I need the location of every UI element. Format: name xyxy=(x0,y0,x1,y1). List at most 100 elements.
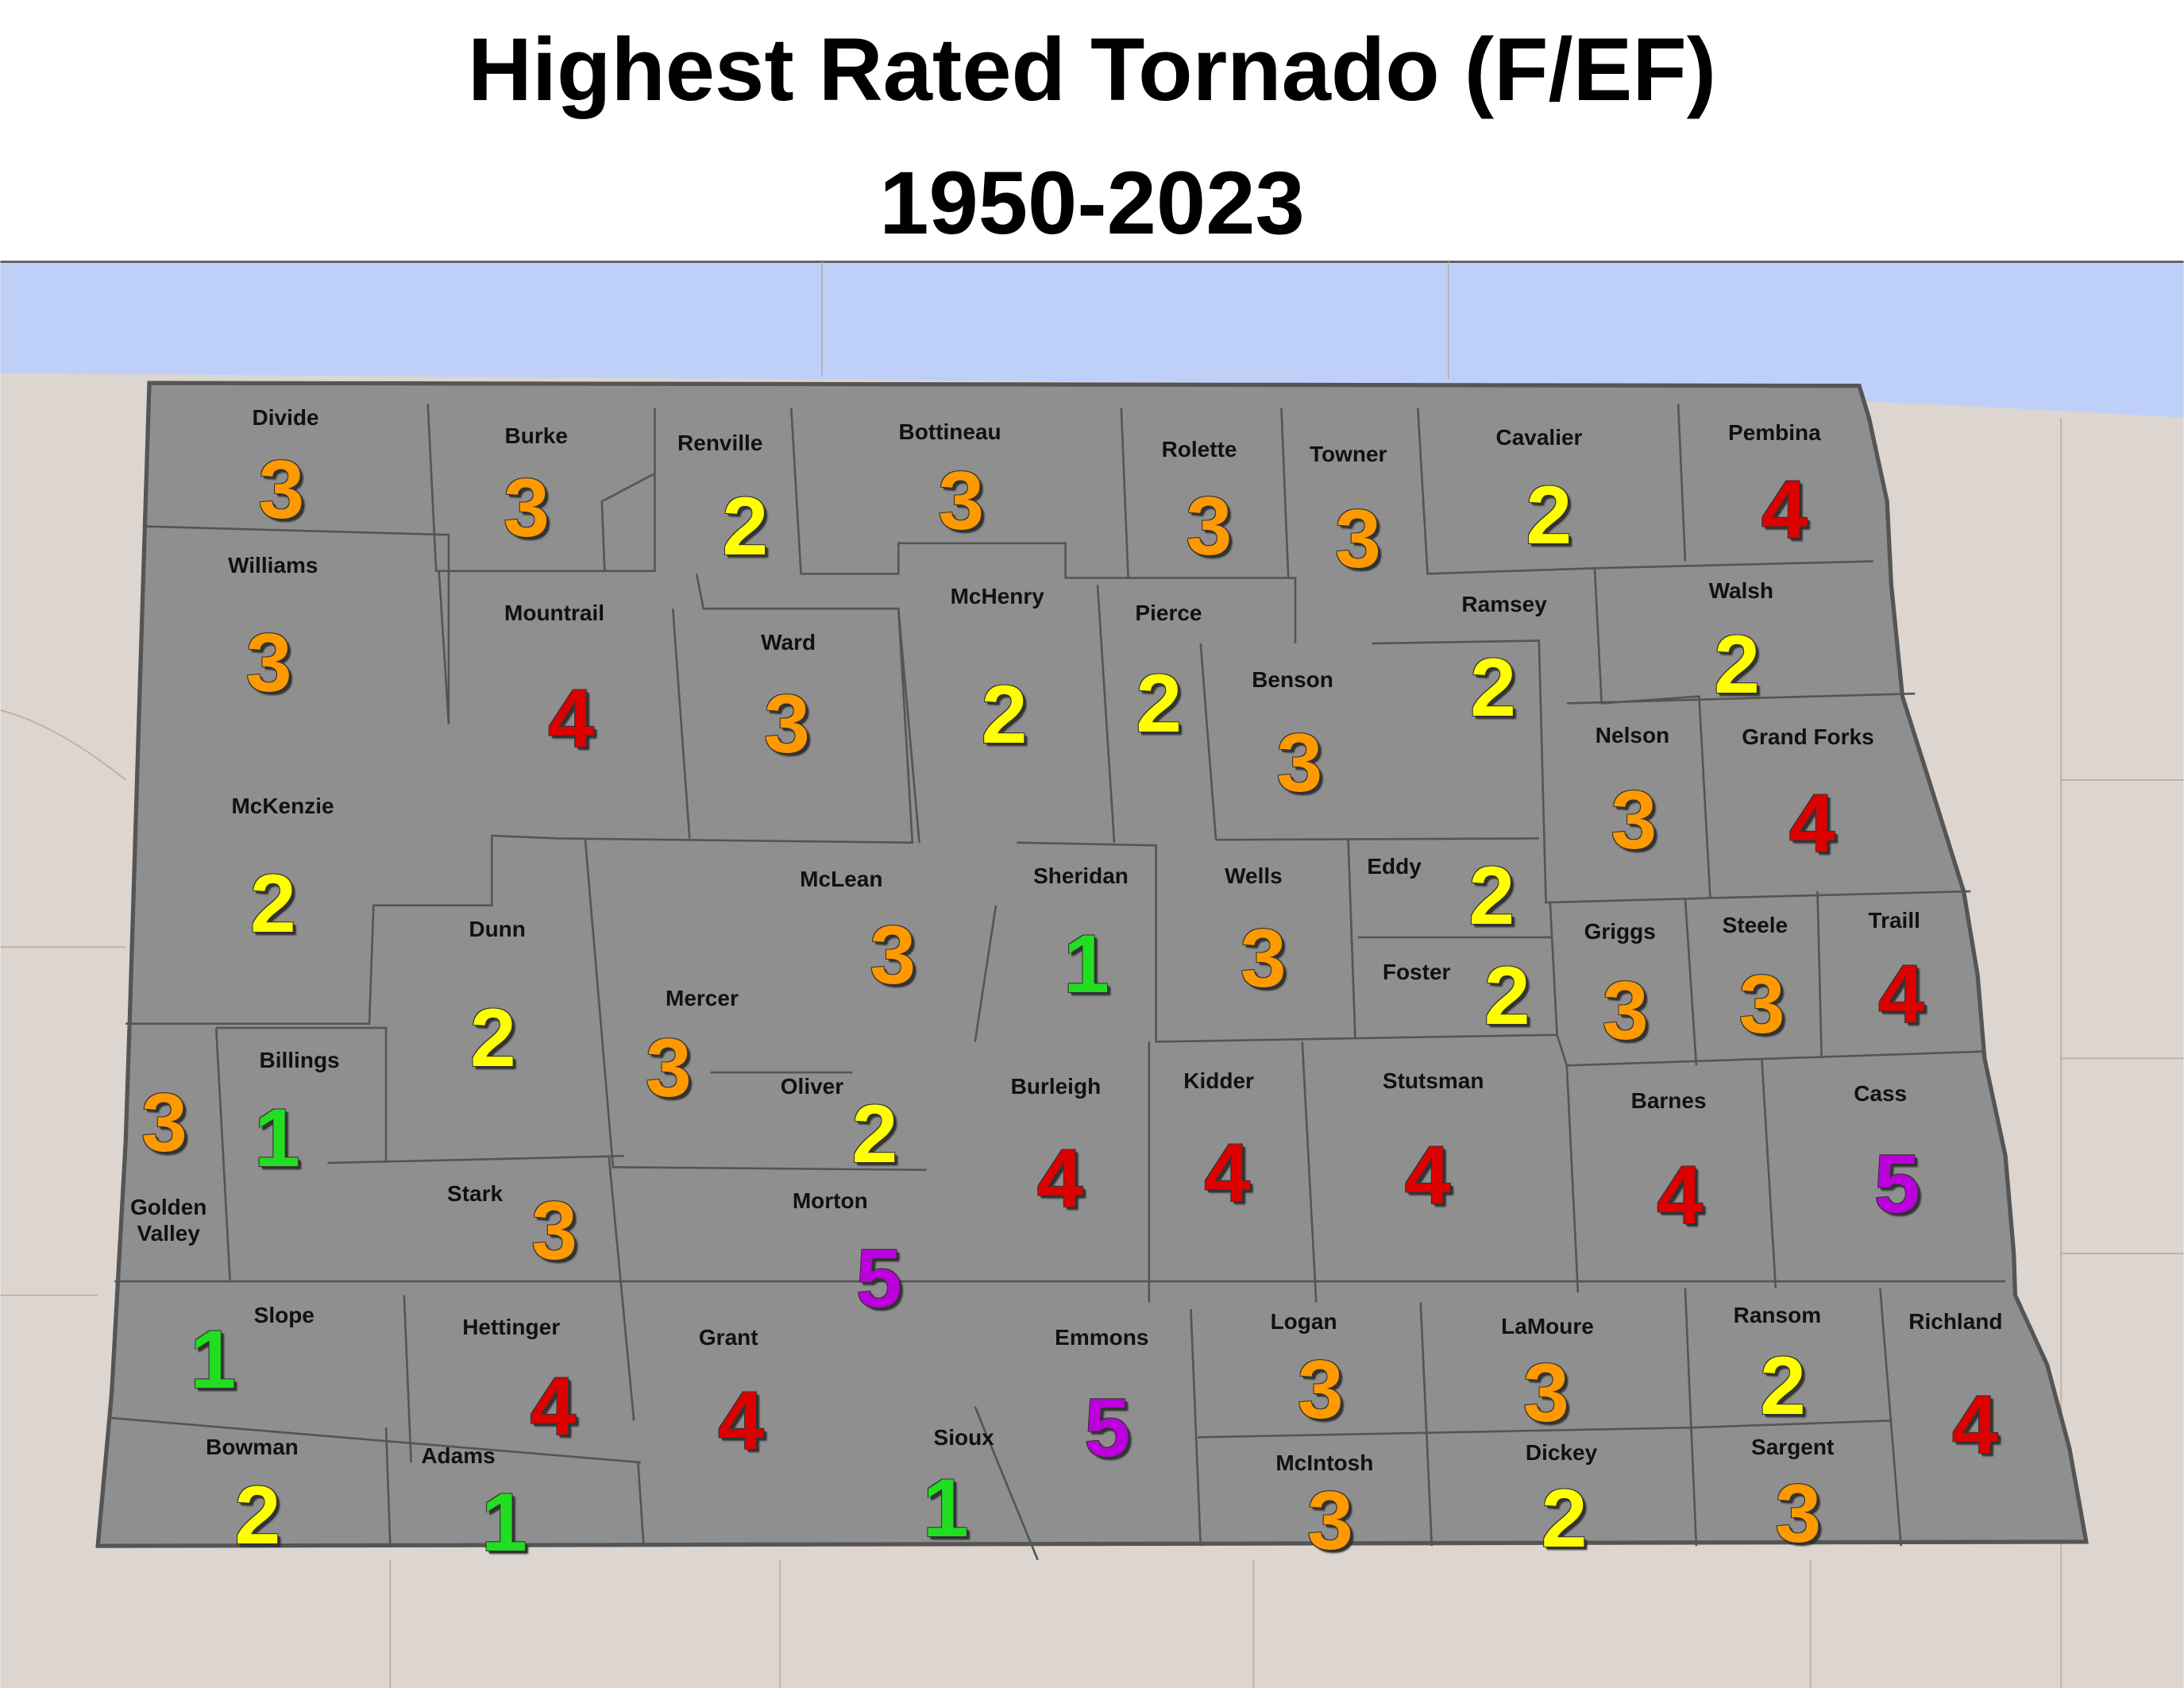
county-rating: 2 xyxy=(1759,1340,1806,1433)
county-name: Ramsey xyxy=(1461,592,1547,617)
county-name: Sioux xyxy=(933,1424,994,1450)
county-name: Towner xyxy=(1309,441,1387,466)
county-name: Mercer xyxy=(666,986,739,1011)
county-name: LaMoure xyxy=(1501,1313,1594,1338)
county-rating: 3 xyxy=(531,1185,577,1278)
county-rating: 3 xyxy=(141,1076,187,1169)
county-name: Traill xyxy=(1868,908,1920,933)
state-outline xyxy=(95,380,2089,1548)
county-name: Ransom xyxy=(1733,1302,1822,1327)
county-rating: 1 xyxy=(190,1313,237,1406)
county-rating: 2 xyxy=(1526,469,1572,562)
county-name: McHenry xyxy=(950,583,1044,608)
county-name: Bowman xyxy=(206,1435,299,1460)
county-name: Mountrail xyxy=(504,600,605,625)
county-rating: 3 xyxy=(938,455,985,548)
county-rating: 4 xyxy=(1761,463,1808,556)
county-rating: 5 xyxy=(855,1233,902,1325)
county-rating: 3 xyxy=(504,462,550,555)
county-name: Bottineau xyxy=(898,419,1001,444)
county-rating: 1 xyxy=(1063,917,1109,1010)
county-name: Walsh xyxy=(1708,577,1773,603)
county-rating: 4 xyxy=(548,672,594,765)
county-rating: 4 xyxy=(1788,777,1835,870)
county-rating: 3 xyxy=(1240,912,1287,1005)
county-name: Richland xyxy=(1908,1309,2003,1335)
county-rating: 3 xyxy=(1738,958,1785,1051)
county-name: Burleigh xyxy=(1010,1073,1102,1099)
county-rating: 4 xyxy=(1404,1130,1451,1223)
county-name: McIntosh xyxy=(1275,1450,1374,1475)
county-rating: 2 xyxy=(234,1470,281,1562)
county-name: Morton xyxy=(792,1188,868,1213)
county-rating: 4 xyxy=(1657,1149,1704,1242)
county-rating: 2 xyxy=(851,1087,898,1180)
county-rating: 4 xyxy=(1204,1126,1251,1219)
county-name: Ward xyxy=(761,629,816,655)
county-name: Dickey xyxy=(1525,1440,1598,1466)
county-lines xyxy=(109,404,2006,1561)
county-rating: 4 xyxy=(1036,1132,1083,1225)
county-rating: 3 xyxy=(763,678,810,771)
county-rating: 3 xyxy=(1297,1344,1344,1437)
county-name: Cavalier xyxy=(1495,424,1583,450)
county-name: Emmons xyxy=(1055,1324,1149,1350)
county-name: Pierce xyxy=(1135,600,1202,625)
county-name: Steele xyxy=(1722,912,1788,937)
county-rating: 3 xyxy=(1522,1346,1569,1439)
county-rating: 2 xyxy=(1468,849,1515,942)
county-name: Dunn xyxy=(469,916,526,941)
county-name: Divide xyxy=(252,405,319,431)
county-name: Grand Forks xyxy=(1742,724,1874,749)
county-rating: 4 xyxy=(530,1361,577,1454)
county-name: Rolette xyxy=(1161,437,1237,462)
county-name: Stark xyxy=(447,1180,504,1206)
county-name: McLean xyxy=(800,866,883,891)
county-name: Barnes xyxy=(1630,1087,1707,1113)
county-rating: 3 xyxy=(1611,774,1657,867)
county-rating: 2 xyxy=(1136,657,1183,750)
county-name: Grant xyxy=(698,1324,758,1350)
county-rating: 4 xyxy=(1952,1379,1998,1472)
county-rating: 1 xyxy=(254,1091,300,1184)
county-name: Williams xyxy=(228,552,318,577)
county-name: Sargent xyxy=(1751,1435,1835,1460)
county-name: Foster xyxy=(1382,960,1451,985)
county-name: Renville xyxy=(677,430,763,455)
county-name: Pembina xyxy=(1728,420,1821,446)
county-rating: 3 xyxy=(645,1022,692,1115)
county-rating: 1 xyxy=(922,1462,969,1555)
county-rating: 2 xyxy=(722,480,769,573)
county-rating: 4 xyxy=(1878,948,1924,1041)
county-rating: 5 xyxy=(1873,1138,1920,1230)
county-rating: 2 xyxy=(469,991,516,1084)
canada xyxy=(0,261,2184,418)
county-rating: 3 xyxy=(1186,480,1233,573)
county-name: Eddy xyxy=(1367,853,1422,879)
title: Highest Rated Tornado (F/EF) xyxy=(467,20,1717,119)
subtitle: 1950-2023 xyxy=(879,153,1305,253)
county-rating: 2 xyxy=(249,858,296,951)
county-rating: 3 xyxy=(1306,1475,1353,1568)
county-rating: 3 xyxy=(245,616,292,709)
county-rating: 1 xyxy=(480,1476,527,1569)
county-name: Stutsman xyxy=(1382,1068,1484,1093)
county-name: Nelson xyxy=(1595,722,1670,747)
county-name: Logan xyxy=(1270,1309,1337,1335)
county-name: Griggs xyxy=(1584,919,1656,944)
county-rating: 3 xyxy=(870,910,916,1002)
county-name: Billings xyxy=(259,1047,340,1072)
county-name: Adams xyxy=(421,1443,496,1468)
county-name: Kidder xyxy=(1183,1068,1254,1093)
county-name: McKenzie xyxy=(231,794,334,819)
county-name: Wells xyxy=(1225,863,1283,889)
county-name: Benson xyxy=(1252,666,1333,692)
county-rating: 3 xyxy=(1276,717,1323,810)
county-name: Cass xyxy=(1854,1080,1908,1106)
county-rating: 3 xyxy=(1602,965,1649,1058)
county-name: Golden Valley xyxy=(129,1195,207,1246)
county-rating: 2 xyxy=(1484,949,1530,1042)
county-rating: 3 xyxy=(1775,1468,1822,1561)
